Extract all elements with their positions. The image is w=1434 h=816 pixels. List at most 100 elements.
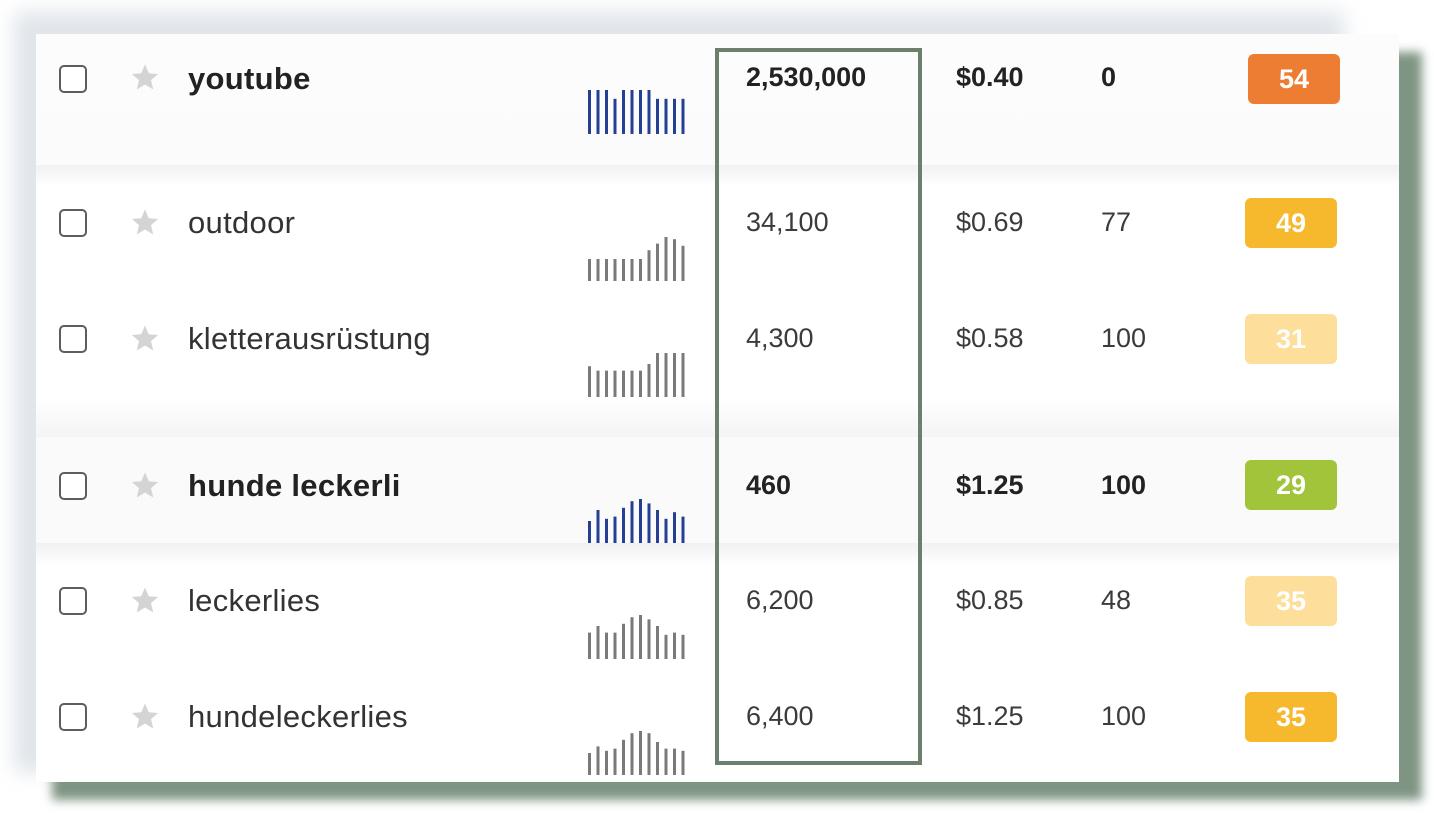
star-icon[interactable] [130,470,160,500]
cpc-value: $0.85 [956,585,1024,615]
trend-bar [596,626,600,659]
keyword-text[interactable]: kletterausrüstung [188,321,431,356]
trend-bar [673,353,676,397]
trend-bar [673,632,676,659]
trend-sparkline [588,353,685,397]
trend-bar [647,619,651,659]
keyword-text[interactable]: leckerlies [188,583,321,618]
competition-value: 48 [1101,585,1132,615]
search-volume: 6,400 [746,701,814,731]
trend-bar [656,742,659,775]
competition-value: 100 [1101,470,1147,500]
trend-bar [647,250,651,281]
trend-bar [647,90,651,134]
trend-bar [681,750,685,775]
keyword-text[interactable]: youtube [188,61,311,96]
trend-bar [596,90,600,134]
trend-bar [630,733,634,775]
row-checkbox[interactable] [59,587,87,615]
seo-difficulty-badge: 35 [1245,692,1337,742]
trend-bar [588,521,591,543]
trend-bar [630,90,634,134]
trend-bar [656,626,659,659]
trend-bar [613,632,617,659]
trend-bar [639,90,642,134]
star-icon[interactable] [130,701,160,731]
search-volume: 34,100 [746,207,829,237]
row-checkbox[interactable] [59,65,87,93]
trend-bar [656,243,659,281]
star-icon[interactable] [130,585,160,615]
search-volume: 6,200 [746,585,814,615]
trend-bar [596,746,600,775]
trend-bar [639,370,642,397]
trend-bar [664,518,668,543]
trend-bar [681,353,685,397]
trend-bar [605,259,608,281]
trend-sparkline [588,731,685,775]
trend-sparkline [588,499,685,543]
trend-bar [613,370,617,397]
competition-value: 77 [1101,207,1132,237]
volume-column-highlight [715,48,922,765]
trend-bar [639,499,642,543]
competition-value: 100 [1101,701,1147,731]
keyword-text[interactable]: hundeleckerlies [188,699,408,734]
trend-bar [622,259,625,281]
trend-bar [596,370,600,397]
row-checkbox[interactable] [59,703,87,731]
keyword-text[interactable]: hunde leckerli [188,468,401,503]
trend-bar [613,98,617,134]
trend-bar [605,750,608,775]
trend-bar [656,510,659,543]
search-volume: 4,300 [746,323,814,353]
row-checkbox[interactable] [59,472,87,500]
trend-bar [605,518,608,543]
trend-bar [622,623,625,659]
star-icon[interactable] [130,207,160,237]
row-checkbox[interactable] [59,325,87,353]
trend-bar [596,510,600,543]
trend-bar [681,516,685,543]
keyword-text[interactable]: outdoor [188,205,296,240]
star-icon[interactable] [130,323,160,353]
trend-bar [588,632,591,659]
trend-bar [605,632,608,659]
trend-bar [588,259,591,281]
trend-bar [673,748,676,775]
trend-bar [622,507,625,543]
trend-bar [630,370,634,397]
trend-bar [664,353,668,397]
trend-bar [639,259,642,281]
trend-bar [656,98,659,134]
trend-bar [588,753,591,775]
cpc-value: $0.69 [956,207,1024,237]
trend-bar [664,634,668,659]
seo-difficulty-badge: 31 [1245,314,1337,364]
trend-bar [673,512,676,543]
star-icon[interactable] [130,62,160,92]
trend-bar [588,366,591,397]
trend-bar [639,615,642,659]
cpc-value: $0.58 [956,323,1024,353]
seo-difficulty-badge: 54 [1248,54,1340,104]
trend-bar [622,90,625,134]
trend-bar [639,731,642,775]
trend-bar [605,370,608,397]
competition-value: 0 [1101,62,1117,92]
trend-bar [681,245,685,281]
trend-sparkline [588,615,685,659]
seo-difficulty-badge: 35 [1245,576,1337,626]
trend-bar [656,353,659,397]
trend-bar [681,634,685,659]
trend-sparkline [588,90,685,134]
row-checkbox[interactable] [59,209,87,237]
trend-bar [630,501,634,543]
search-volume: 460 [746,470,792,500]
trend-bar [630,259,634,281]
competition-value: 100 [1101,323,1147,353]
trend-bar [673,98,676,134]
trend-bar [613,259,617,281]
cpc-value: $0.40 [956,62,1024,92]
trend-bar [622,370,625,397]
